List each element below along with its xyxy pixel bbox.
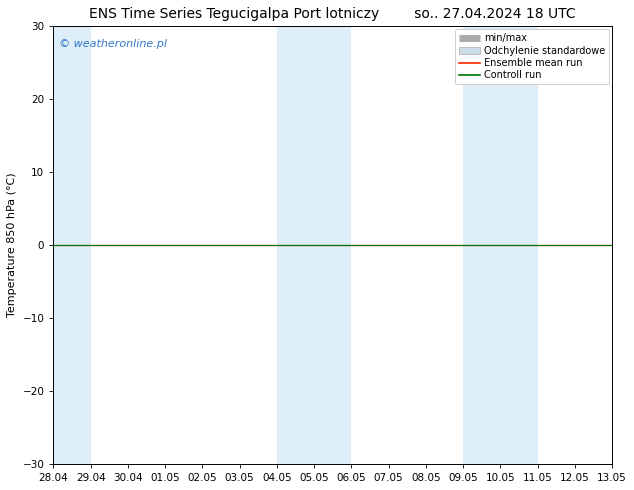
Bar (277, 26, 351, 464)
Bar (53, 26, 91, 464)
Y-axis label: Temperature 850 hPa (°C): Temperature 850 hPa (°C) (7, 173, 17, 318)
Title: ENS Time Series Tegucigalpa Port lotniczy        so.. 27.04.2024 18 UTC: ENS Time Series Tegucigalpa Port lotnicz… (89, 7, 576, 21)
Text: © weatheronline.pl: © weatheronline.pl (59, 39, 167, 49)
Bar (463, 26, 538, 464)
Legend: min/max, Odchylenie standardowe, Ensemble mean run, Controll run: min/max, Odchylenie standardowe, Ensembl… (455, 29, 609, 84)
